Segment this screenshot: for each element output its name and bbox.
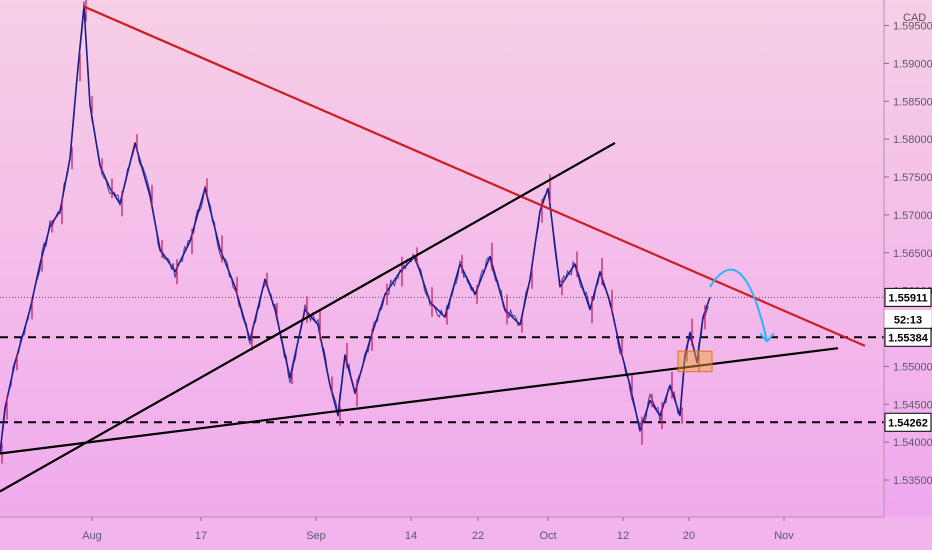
currency-label: CAD [903,12,926,24]
price-tag-label: 52:13 [894,314,922,326]
resistance-trendline [83,5,866,347]
highlight-zone [677,350,713,373]
y-tick-label: 1.59000 [893,58,932,70]
price-tag-level: 1.55384 [884,327,932,347]
price-tag-box [884,287,932,307]
price-tag-label: 1.54262 [888,417,928,429]
price-tag-timer: 52:13 [884,309,932,329]
price-tag-box [884,412,932,432]
y-tick-label: 1.55000 [893,361,932,373]
x-tick-label: 12 [617,530,629,542]
horizontal-levels [0,296,884,424]
time-axis-panel[interactable] [0,517,932,550]
y-tick-label: 1.54500 [893,399,932,411]
support-trendline [0,347,839,455]
y-tick-label: 1.58500 [893,96,932,108]
drawings-layer[interactable] [0,5,866,493]
price-tag-current: 1.55911 [884,287,932,307]
x-tick-label: Aug [82,530,102,542]
x-tick-label: Sep [306,530,326,542]
projection-arrowhead [759,332,775,343]
price-tags: 1.55911 52:13 1.55384 1.54262 [884,287,932,432]
x-tick-label: 20 [683,530,695,542]
y-tick-label: 1.56500 [893,248,932,260]
price-tag-label: 1.55911 [888,292,927,304]
x-tick-label: Nov [774,530,794,542]
x-tick-label: 22 [472,530,484,542]
price-tag-level: 1.54262 [884,412,932,432]
price-series-layer [0,0,711,464]
y-tick-label: 1.54000 [893,437,932,449]
x-tick-label: Oct [539,530,556,542]
rising-trendline [0,141,616,493]
x-tick-label: 17 [195,530,207,542]
price-tag-box [884,327,932,347]
y-tick-label: 1.53500 [893,475,932,487]
projection-arrow [709,268,768,342]
y-tick-label: 1.57500 [893,172,932,184]
price-tag-label: 1.55384 [888,332,929,344]
time-axis-ticks: Aug 17 Sep 14 22 Oct 12 20 Nov [82,517,794,542]
y-tick-label: 1.59500 [893,21,932,33]
x-tick-label: 14 [405,530,417,542]
y-tick-label: 1.58000 [893,134,932,146]
price-noise [0,1,709,454]
y-tick-label: 1.57000 [893,210,932,222]
